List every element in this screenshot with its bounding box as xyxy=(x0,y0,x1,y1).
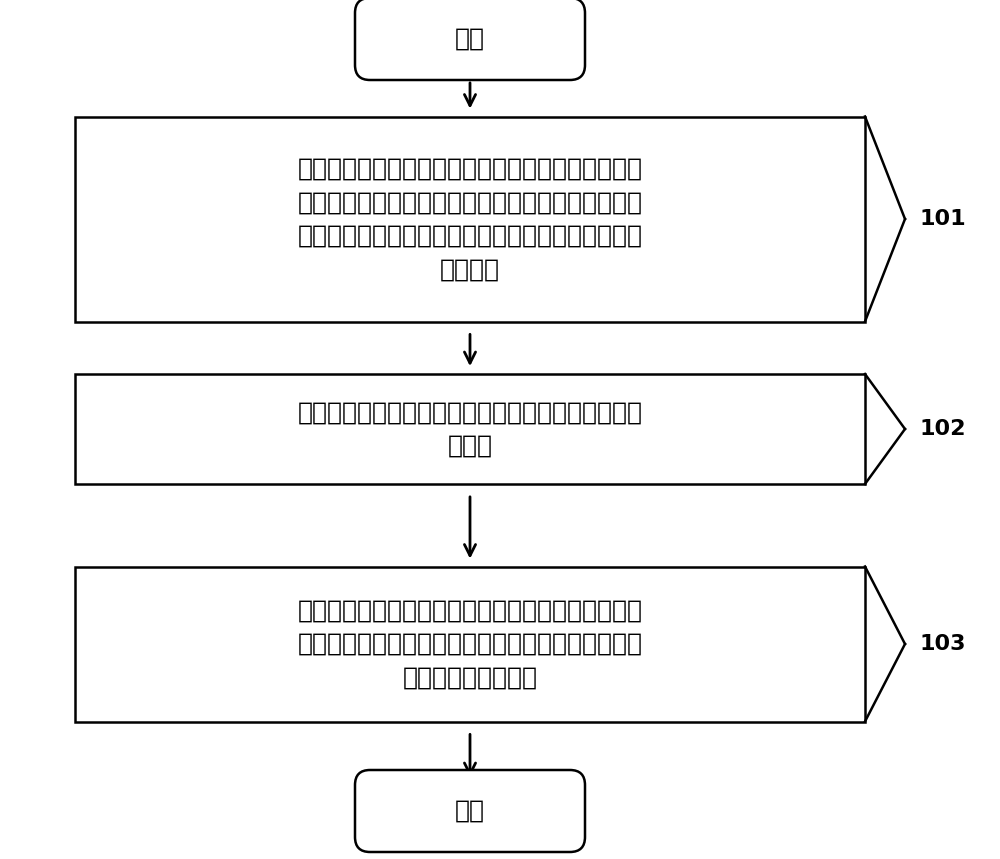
Text: 测量终端基于上述三维模型确定上述虚拟动脉瘴的瘴
颈平面: 测量终端基于上述三维模型确定上述虚拟动脉瘴的瘴 颈平面 xyxy=(298,400,642,458)
Text: 测量终端基于上述三维模型以及与述瘴颈平面确定目
标形态学参数，该目标形态学参数至少包括上述虚拟
动脉瘴的形态学参数: 测量终端基于上述三维模型以及与述瘴颈平面确定目 标形态学参数，该目标形态学参数至… xyxy=(298,599,642,690)
Bar xyxy=(75,566,865,722)
Text: 结束: 结束 xyxy=(455,799,485,823)
Text: 101: 101 xyxy=(920,209,967,229)
Text: 测量终端根据头内影像数据建立包括载瘴动脉和载瘴
动脉上的动脉瘴的三维模型，该三维模型包括与载瘴
动脉相匹配的虚拟载瘴动脉以及与动脉瘴相匹配的虚
拟动脉瘴: 测量终端根据头内影像数据建立包括载瘴动脉和载瘴 动脉上的动脉瘴的三维模型，该三维… xyxy=(298,156,642,281)
Text: 102: 102 xyxy=(920,419,966,439)
FancyBboxPatch shape xyxy=(355,770,585,852)
Text: 开始: 开始 xyxy=(455,27,485,51)
FancyBboxPatch shape xyxy=(355,0,585,80)
Bar xyxy=(75,374,865,484)
Bar xyxy=(75,117,865,321)
Text: 103: 103 xyxy=(920,634,966,654)
